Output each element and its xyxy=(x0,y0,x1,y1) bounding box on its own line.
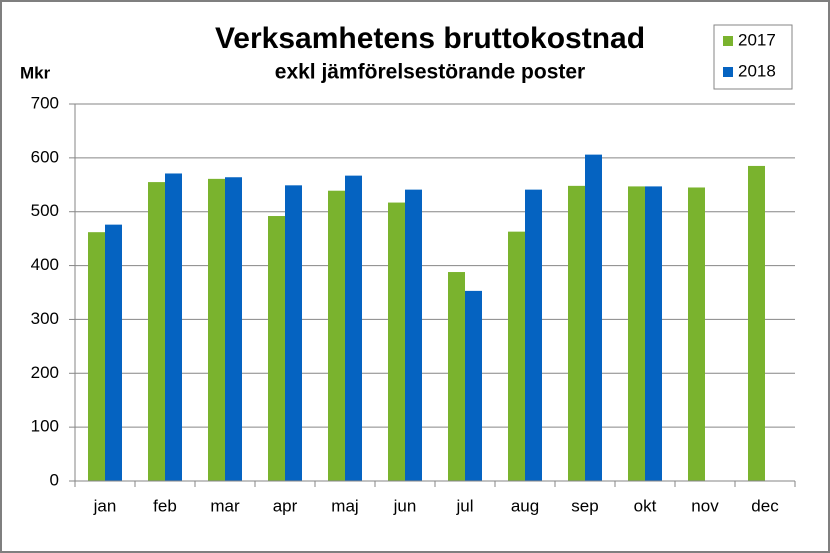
x-tick-label: sep xyxy=(571,496,598,515)
bar xyxy=(465,290,482,481)
legend-swatch xyxy=(723,67,733,77)
bar xyxy=(568,185,585,481)
legend-swatch xyxy=(723,36,733,46)
chart-title: Verksamhetens bruttokostnad xyxy=(215,22,645,55)
y-tick-label: 0 xyxy=(50,470,59,489)
x-tick-label: jul xyxy=(455,496,473,515)
bar xyxy=(405,189,422,481)
x-tick-label: jan xyxy=(93,496,117,515)
bar xyxy=(525,189,542,481)
x-tick-label: nov xyxy=(691,496,719,515)
bar xyxy=(165,173,182,481)
bar xyxy=(388,202,405,481)
bar xyxy=(748,165,765,481)
bar xyxy=(628,186,645,481)
bar xyxy=(328,190,345,481)
bar xyxy=(225,177,242,481)
bar xyxy=(585,154,602,481)
x-tick-label: apr xyxy=(273,496,298,515)
x-tick-label: aug xyxy=(511,496,539,515)
bar xyxy=(448,272,465,481)
x-tick-label: dec xyxy=(751,496,779,515)
bar xyxy=(105,224,122,481)
x-tick-label: feb xyxy=(153,496,177,515)
y-tick-label: 200 xyxy=(31,363,59,382)
bar xyxy=(268,216,285,481)
x-tick-label: jun xyxy=(393,496,417,515)
y-tick-label: 500 xyxy=(31,201,59,220)
y-tick-label: 400 xyxy=(31,255,59,274)
x-tick-label: okt xyxy=(634,496,657,515)
bar xyxy=(148,182,165,482)
y-tick-label: 100 xyxy=(31,417,59,436)
x-tick-label: maj xyxy=(331,496,358,515)
legend-box xyxy=(713,24,793,90)
chart-subtitle: exkl jämförelsestörande poster xyxy=(275,61,585,84)
y-tick-label: 600 xyxy=(31,147,59,166)
bar xyxy=(688,187,705,481)
y-axis-label: Mkr xyxy=(20,63,51,82)
bar xyxy=(88,232,105,481)
bar xyxy=(645,186,662,481)
bar xyxy=(508,231,525,481)
legend-label: 2017 xyxy=(738,30,776,49)
bar xyxy=(208,178,225,481)
bar xyxy=(345,175,362,481)
y-tick-label: 700 xyxy=(31,93,59,112)
y-tick-label: 300 xyxy=(31,309,59,328)
bar xyxy=(285,185,302,481)
x-tick-label: mar xyxy=(210,496,240,515)
legend-label: 2018 xyxy=(738,61,776,80)
